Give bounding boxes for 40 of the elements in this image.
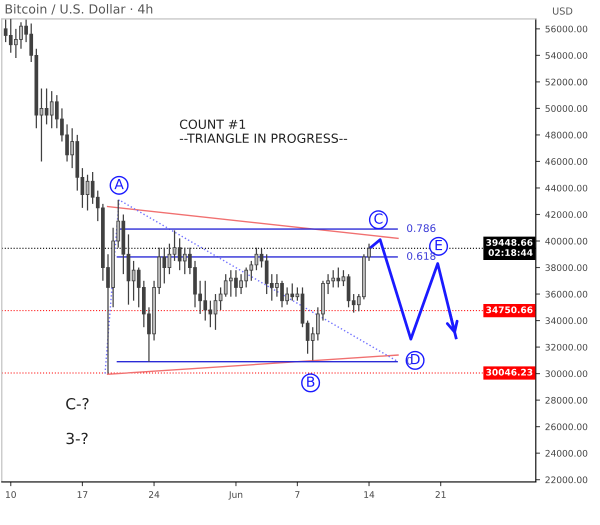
annotation: 0.786 <box>407 224 436 232</box>
annotation: COUNT #1 --TRIANGLE IN PROGRESS-- <box>180 120 348 143</box>
annotation: B <box>307 376 314 387</box>
chart-title: Bitcoin / U.S. Dollar · 4h <box>6 4 152 15</box>
ref-line-label: 39448.66 02:18:44 <box>486 239 533 256</box>
ref-line-label: 30046.23 <box>486 368 532 376</box>
y-tick-label: 56000.00 <box>546 26 588 32</box>
y-tick-label: 38000.00 <box>546 264 588 272</box>
y-tick-label: 42000.00 <box>545 211 588 218</box>
annotation: 3-? <box>66 432 88 444</box>
y-tick-label: 32000.00 <box>546 344 588 351</box>
annotation: 0.618 <box>407 252 436 260</box>
x-tick-label: 21 <box>436 491 446 498</box>
y-tick-label: 52000.00 <box>546 78 588 86</box>
x-tick-label: 10 <box>6 491 16 498</box>
y-tick-label: 34000.00 <box>546 317 588 324</box>
y-tick-label: 22000.00 <box>545 476 588 484</box>
annotation: C-? <box>66 398 89 410</box>
y-tick-label: 24000.00 <box>545 450 588 457</box>
y-tick-label: 44000.00 <box>545 184 588 192</box>
y-tick-label: 46000.00 <box>545 158 588 166</box>
y-tick-label: 28000.00 <box>545 396 588 404</box>
x-tick-label: 17 <box>78 491 88 498</box>
y-tick-label: 26000.00 <box>545 423 588 430</box>
y-tick-label: 54000.00 <box>546 52 588 59</box>
annotation: E <box>436 240 442 250</box>
ref-line-label: 34750.66 <box>486 306 533 314</box>
x-tick-label: 24 <box>148 491 160 498</box>
y-tick-label: 50000.00 <box>546 105 588 112</box>
x-tick-label: 7 <box>295 491 300 498</box>
annotation: C <box>374 213 383 224</box>
annotation: 0 <box>407 356 412 365</box>
y-tick-label: 48000.00 <box>545 132 588 138</box>
y-tick-label: 40000.00 <box>545 238 588 245</box>
y-tick-label: 36000.00 <box>546 290 588 298</box>
x-tick-label: Jun <box>228 491 242 500</box>
y-tick-label: 30000.00 <box>546 370 588 378</box>
x-tick-label: 14 <box>364 491 374 498</box>
y-axis-title: USD <box>552 7 572 15</box>
annotation: A <box>114 179 124 190</box>
